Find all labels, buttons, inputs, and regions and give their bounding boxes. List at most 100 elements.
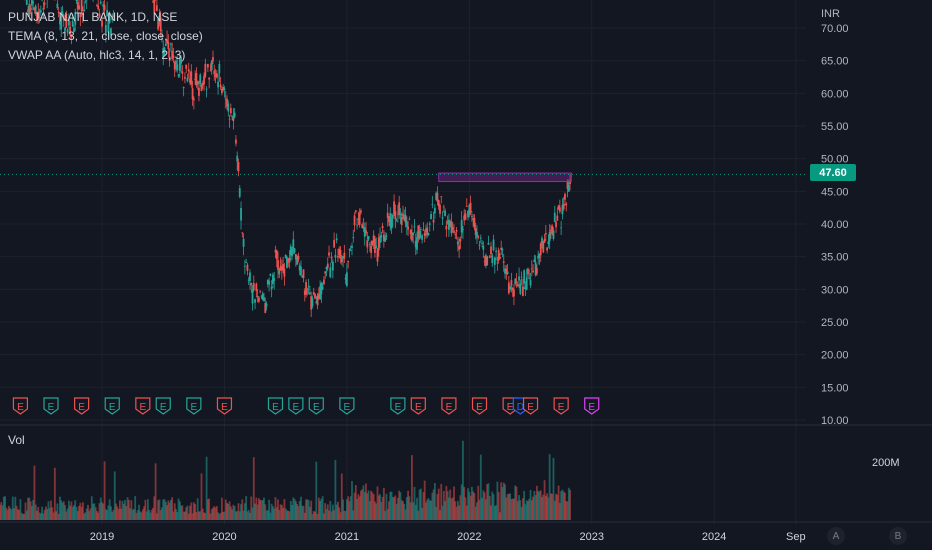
earnings-marker[interactable]: E — [410, 397, 426, 415]
volume-bar — [124, 499, 126, 520]
earnings-marker[interactable]: E — [339, 397, 355, 415]
price-tick-label: 50.00 — [821, 154, 849, 166]
candle-body — [231, 116, 234, 117]
earnings-marker[interactable]: E — [471, 397, 488, 415]
volume-bar — [53, 467, 56, 520]
earnings-marker[interactable]: E — [12, 397, 29, 415]
earnings-marker[interactable]: E — [584, 397, 600, 415]
volume-bar — [339, 512, 342, 520]
candle-body — [284, 254, 287, 259]
earnings-marker[interactable]: E — [155, 397, 171, 415]
badge-b-button[interactable]: B — [889, 527, 907, 545]
candle-body — [300, 266, 302, 276]
volume-bar — [260, 500, 263, 520]
candle-body — [201, 82, 204, 86]
volume-label[interactable]: Vol — [8, 433, 25, 447]
volume-bar — [116, 506, 119, 520]
candle-body — [482, 245, 485, 250]
volume-bar — [529, 490, 532, 520]
volume-bar — [65, 511, 68, 520]
price-axis[interactable]: 10.00 15.00 20.00 25.00 30.00 35.00 40.00 45.00… — [821, 23, 849, 427]
volume-bar — [104, 509, 107, 520]
candle-body — [152, 1, 154, 3]
earnings-marker[interactable]: E — [553, 397, 569, 415]
volume-bar — [444, 501, 446, 520]
volume-bar — [283, 499, 286, 520]
candle-body — [404, 214, 407, 223]
earnings-marker[interactable]: E — [390, 397, 406, 415]
marker-letter: E — [588, 402, 595, 413]
volume-bar — [349, 496, 352, 520]
volume-bar — [178, 501, 181, 520]
candle-body — [263, 297, 265, 301]
marker-letter: E — [78, 402, 85, 413]
earnings-marker[interactable]: E — [308, 397, 324, 415]
candle-body — [272, 274, 274, 285]
marker-letter: E — [344, 402, 351, 413]
time-axis[interactable]: 2019 2020 2021 2022 2023 2024 Sep — [90, 531, 806, 543]
volume-bar — [315, 461, 318, 520]
volume-bar — [37, 506, 40, 520]
earnings-marker[interactable]: E — [74, 397, 90, 415]
volume-bar — [136, 509, 139, 520]
volume-bar — [333, 510, 336, 520]
candle-body — [440, 196, 443, 198]
candle-body — [25, 0, 28, 5]
candle-body — [462, 229, 464, 231]
volume-bar — [187, 513, 190, 520]
candle-body — [338, 248, 341, 256]
candle-body — [208, 77, 211, 80]
earnings-marker[interactable]: E — [441, 397, 457, 415]
candle-body — [518, 276, 520, 281]
candle-body — [39, 10, 42, 13]
earnings-marker[interactable]: E — [522, 397, 539, 415]
volume-bar — [56, 503, 59, 520]
volume-bar — [335, 504, 338, 520]
resistance-zone[interactable] — [438, 172, 572, 183]
volume-bar — [235, 511, 237, 520]
auto-scale-button[interactable]: A — [827, 527, 845, 545]
candle-body — [547, 241, 550, 245]
volume-bar — [297, 506, 300, 520]
candle-body — [303, 290, 306, 295]
earnings-marker[interactable]: E — [267, 397, 284, 415]
candle-body — [325, 266, 328, 270]
overlays — [0, 172, 806, 183]
candle-body — [293, 248, 296, 253]
candle-body — [375, 245, 378, 248]
earnings-marker[interactable]: E — [135, 397, 151, 415]
marker-letter: E — [293, 402, 300, 413]
volume-bar — [255, 497, 258, 520]
volume-bar — [337, 501, 339, 520]
candle-body — [99, 1, 102, 4]
candle-body — [449, 221, 452, 226]
volume-bar — [520, 507, 523, 520]
candle-body — [182, 87, 185, 89]
volume-bar — [391, 496, 394, 520]
earnings-marker[interactable]: E — [43, 397, 59, 415]
earnings-marker[interactable]: E — [104, 397, 120, 415]
volume-bar — [94, 507, 97, 520]
earnings-marker[interactable]: E — [186, 397, 202, 415]
volume-bar — [394, 495, 397, 520]
price-tick-label: 10.00 — [821, 415, 849, 427]
volume-bar — [372, 494, 375, 520]
candle-body — [388, 216, 390, 223]
candle-body — [380, 235, 383, 238]
candle-body — [538, 253, 541, 258]
volume-bar — [117, 509, 120, 520]
candle-body — [400, 217, 403, 225]
earnings-marker[interactable]: E — [216, 397, 233, 415]
volume-bar — [312, 511, 315, 520]
volume-bar — [511, 498, 514, 520]
earnings-marker[interactable]: E — [288, 397, 304, 415]
candle-body — [513, 289, 515, 297]
candle-body — [111, 16, 114, 21]
candle-body — [469, 202, 472, 213]
candle-body — [157, 19, 160, 30]
marker-letter: E — [48, 402, 55, 413]
candle-body — [481, 242, 483, 244]
candle-body — [426, 227, 429, 236]
candle-body — [515, 281, 518, 283]
